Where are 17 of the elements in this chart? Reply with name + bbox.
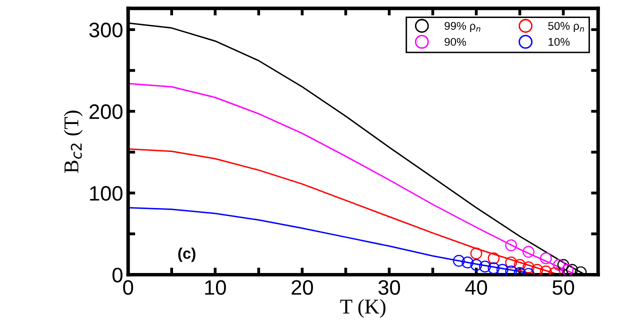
x-tick-label: 50 bbox=[552, 280, 574, 295]
y-tick-label: 100 bbox=[90, 186, 122, 201]
x-tick-label: 40 bbox=[465, 280, 488, 295]
y-tick-label: 300 bbox=[89, 22, 122, 38]
y-tick-label: 200 bbox=[90, 104, 122, 120]
x-tick-label: 10 bbox=[205, 280, 226, 295]
annotation: (c) bbox=[178, 248, 196, 262]
x-tick-label: 20 bbox=[292, 280, 313, 295]
legend-label: 90% bbox=[444, 38, 466, 46]
x-tick-label: 0 bbox=[123, 280, 134, 295]
legend-label: 99% ρ$_{n}$ bbox=[444, 22, 480, 32]
legend-label: 50% ρ$_{n}$ bbox=[548, 22, 584, 32]
x-tick-label: 30 bbox=[378, 280, 400, 295]
y-tick-label: 0 bbox=[112, 268, 122, 282]
y-axis-title: B$_{c2}$ (T) bbox=[64, 110, 83, 173]
x-axis-title: T (K) bbox=[340, 298, 386, 318]
legend-label: 10% bbox=[548, 38, 570, 46]
